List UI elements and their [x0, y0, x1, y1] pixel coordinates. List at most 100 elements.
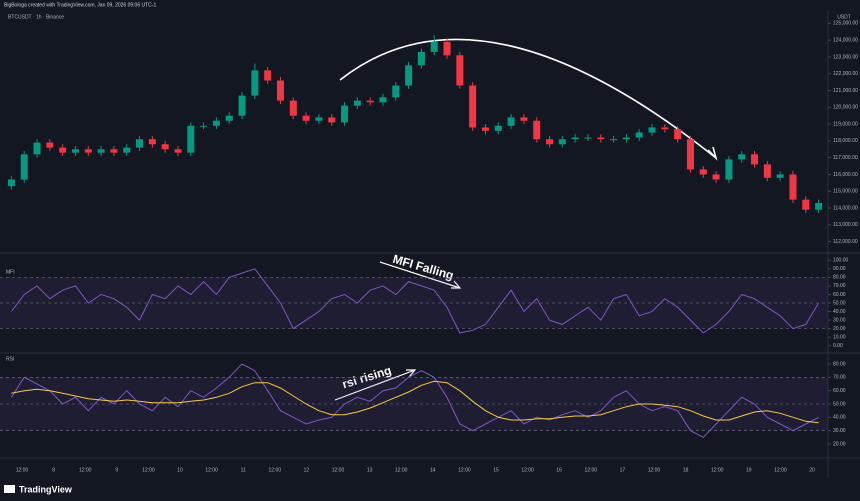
candle-body — [776, 174, 784, 178]
candle-body — [136, 139, 144, 148]
candle-body — [815, 203, 823, 210]
y-tick-label: 117,000.00 — [833, 155, 858, 161]
candle-body — [328, 117, 336, 123]
y-tick-label: 123,000.00 — [833, 54, 858, 60]
y-tick-label: 30.00 — [833, 428, 846, 434]
candle-body — [763, 164, 771, 178]
candle-body — [481, 127, 489, 131]
candle-body — [251, 70, 259, 96]
candle-body — [635, 132, 643, 138]
candle-body — [405, 65, 413, 86]
candle-body — [289, 100, 297, 116]
y-tick-label: 60.00 — [833, 388, 846, 394]
y-tick-label: 120,000.00 — [833, 105, 858, 111]
candle-body — [366, 100, 374, 103]
series-line — [11, 380, 819, 424]
rsi-arrow — [334, 369, 417, 401]
series-line — [10, 363, 819, 438]
candle-body — [174, 149, 182, 153]
candle-body — [738, 154, 746, 160]
trend-arc — [339, 38, 717, 159]
x-tick-label: 19 — [746, 467, 752, 473]
y-tick-label: 60.00 — [833, 292, 846, 298]
x-tick-label: 11 — [241, 467, 246, 473]
x-tick-label: 12:00 — [774, 467, 787, 473]
x-tick-label: 12 — [304, 467, 310, 473]
x-tick-label: 12:00 — [585, 467, 598, 473]
x-tick-label: 18 — [683, 467, 689, 473]
x-tick-label: 8 — [52, 467, 55, 473]
brand: TradingView — [19, 484, 73, 494]
y-tick-label: 114,000.00 — [833, 205, 858, 211]
y-tick-label: 115,000.00 — [833, 189, 858, 195]
candle-body — [571, 137, 579, 140]
x-tick-label: 12:00 — [332, 467, 345, 473]
candle-body — [7, 179, 15, 187]
x-tick-label: 12:00 — [521, 467, 534, 473]
x-tick-label: 15 — [493, 467, 499, 473]
y-tick-label: 113,000.00 — [833, 222, 858, 228]
x-tick-label: 12:00 — [648, 467, 661, 473]
x-tick-label: 17 — [620, 467, 626, 473]
x-tick-label: 12:00 — [205, 467, 218, 473]
candle-body — [622, 137, 630, 140]
chart-title: BTCUSDT · 1h · Binance — [8, 14, 64, 20]
candle-body — [315, 117, 323, 121]
y-tick-label: 20.00 — [833, 326, 846, 332]
candle-body — [507, 117, 515, 126]
x-tick-label: 12:00 — [16, 467, 29, 473]
y-tick-label: 116,000.00 — [833, 172, 858, 178]
candle-body — [430, 41, 438, 52]
y-tick-label: 112,000.00 — [833, 239, 858, 245]
y-tick-label: 70.00 — [833, 283, 846, 289]
candle-body — [161, 144, 169, 150]
y-tick-label: 0.00 — [833, 343, 843, 349]
candle-body — [84, 149, 92, 153]
candle-body — [417, 51, 425, 66]
candle-body — [546, 139, 554, 145]
candle-body — [802, 199, 810, 210]
x-tick-label: 12:00 — [711, 467, 724, 473]
candle-body — [712, 174, 720, 180]
candle-body — [699, 169, 707, 175]
y-tick-label: 122,000.00 — [833, 71, 858, 77]
candle-body — [392, 85, 400, 98]
y-tick-label: 40.00 — [833, 415, 846, 421]
y-tick-label: 80.00 — [833, 275, 846, 281]
candle-body — [456, 55, 464, 86]
arrow-head — [707, 146, 718, 161]
candle-body — [597, 137, 605, 140]
y-tick-label: 124,000.00 — [833, 38, 858, 44]
y-tick-label: 50.00 — [833, 401, 846, 407]
x-tick-label: 12:00 — [395, 467, 408, 473]
candle-body — [661, 127, 669, 130]
pane-title: MFI — [6, 269, 15, 275]
x-tick-label: 13 — [367, 467, 373, 473]
candle-body — [725, 159, 733, 180]
candle-body — [520, 117, 528, 121]
candle-body — [264, 70, 272, 81]
candle-body — [33, 142, 41, 155]
x-tick-label: 14 — [430, 467, 436, 473]
y-tick-label: 90.00 — [833, 266, 846, 272]
candle-body — [302, 115, 310, 121]
x-tick-label: 12:00 — [142, 467, 155, 473]
y-tick-label: 118,000.00 — [833, 138, 858, 144]
candle-body — [533, 120, 541, 140]
candle-body — [674, 129, 682, 140]
y-tick-label: 80.00 — [833, 361, 846, 367]
candle-body — [610, 139, 618, 141]
y-tick-label: 100.00 — [833, 258, 849, 264]
x-tick-label: 12:00 — [269, 467, 282, 473]
candle-body — [238, 95, 246, 116]
candle-body — [212, 120, 220, 126]
candle-body — [686, 139, 694, 170]
y-tick-label: 30.00 — [833, 317, 846, 323]
header: BigBologa created with TradingView.com, … — [4, 2, 156, 8]
candle-body — [20, 154, 28, 180]
candle-body — [379, 97, 387, 103]
candle-body — [353, 100, 361, 106]
y-tick-label: 10.00 — [833, 335, 846, 341]
y-tick-label: 119,000.00 — [833, 121, 858, 127]
